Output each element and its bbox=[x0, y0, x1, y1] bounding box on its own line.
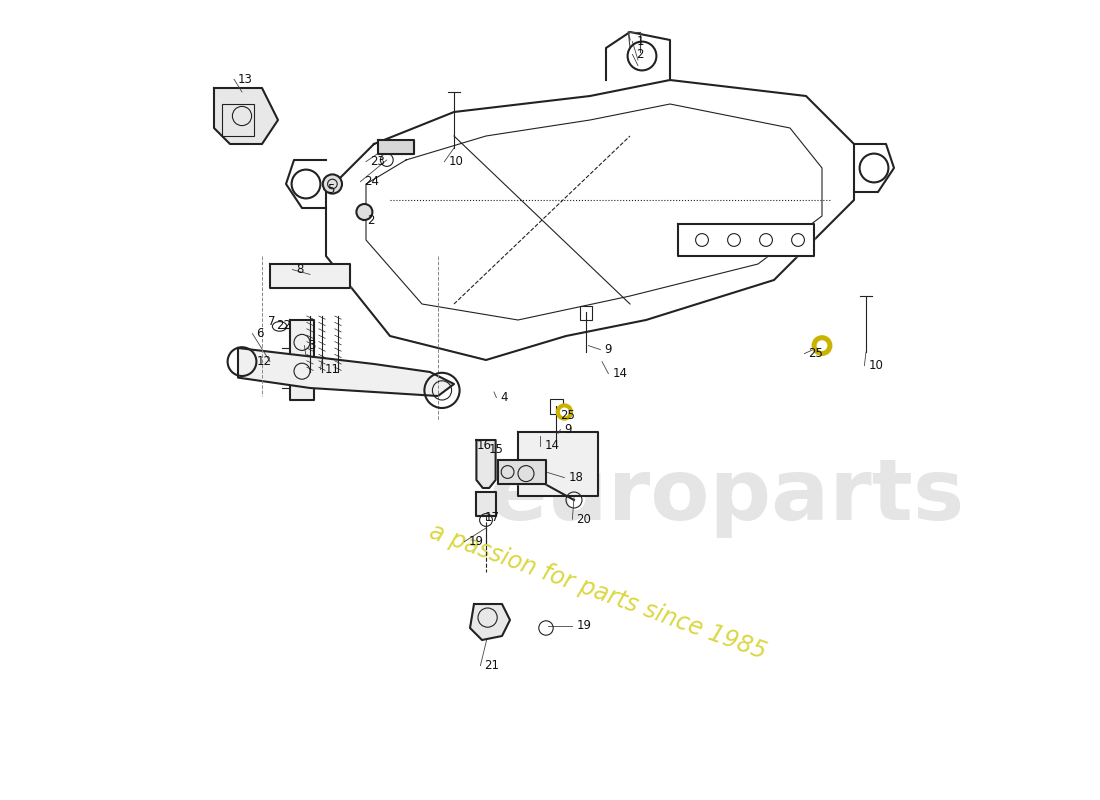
Text: 2: 2 bbox=[637, 48, 644, 61]
Text: 11: 11 bbox=[324, 363, 340, 376]
Text: 8: 8 bbox=[296, 263, 304, 276]
Polygon shape bbox=[470, 604, 510, 640]
Text: 18: 18 bbox=[569, 471, 583, 484]
Text: 22: 22 bbox=[276, 319, 292, 332]
Text: 25: 25 bbox=[560, 409, 575, 422]
Text: 9: 9 bbox=[564, 423, 572, 436]
Circle shape bbox=[356, 204, 373, 220]
Text: 10: 10 bbox=[449, 155, 463, 168]
Text: 14: 14 bbox=[613, 367, 627, 380]
Polygon shape bbox=[476, 440, 496, 488]
Text: europarts: europarts bbox=[488, 454, 964, 538]
Polygon shape bbox=[238, 348, 454, 396]
Bar bbox=[550, 399, 563, 414]
Text: 10: 10 bbox=[868, 359, 883, 372]
Text: 9: 9 bbox=[604, 343, 612, 356]
Text: 24: 24 bbox=[364, 175, 380, 188]
Text: 3: 3 bbox=[308, 339, 316, 352]
Text: a passion for parts since 1985: a passion for parts since 1985 bbox=[426, 520, 770, 664]
Text: 14: 14 bbox=[544, 439, 560, 452]
Polygon shape bbox=[518, 432, 598, 496]
Polygon shape bbox=[476, 492, 496, 516]
Text: 20: 20 bbox=[576, 513, 592, 526]
Text: 23: 23 bbox=[370, 155, 385, 168]
Text: 16: 16 bbox=[476, 439, 492, 452]
Text: 1: 1 bbox=[637, 35, 644, 48]
Text: 13: 13 bbox=[238, 73, 253, 86]
Circle shape bbox=[322, 174, 342, 194]
Text: 4: 4 bbox=[500, 391, 508, 404]
Circle shape bbox=[817, 341, 827, 350]
Circle shape bbox=[813, 336, 832, 355]
Polygon shape bbox=[498, 460, 546, 484]
Polygon shape bbox=[678, 224, 814, 256]
Text: 15: 15 bbox=[488, 443, 504, 456]
Circle shape bbox=[560, 408, 569, 416]
Bar bbox=[580, 306, 593, 320]
Text: 7: 7 bbox=[268, 315, 276, 328]
Polygon shape bbox=[290, 320, 314, 400]
Text: 17: 17 bbox=[484, 511, 499, 524]
Text: 19: 19 bbox=[469, 535, 483, 548]
Polygon shape bbox=[270, 264, 350, 288]
Text: 2: 2 bbox=[367, 214, 375, 227]
Bar bbox=[222, 104, 254, 136]
Text: 12: 12 bbox=[256, 355, 272, 368]
Text: 21: 21 bbox=[484, 659, 499, 672]
Text: 25: 25 bbox=[808, 347, 823, 360]
Text: 6: 6 bbox=[256, 327, 264, 340]
Circle shape bbox=[557, 404, 572, 420]
Polygon shape bbox=[214, 88, 278, 144]
Text: 19: 19 bbox=[576, 619, 592, 632]
Polygon shape bbox=[378, 140, 414, 154]
Text: 5: 5 bbox=[328, 183, 336, 196]
